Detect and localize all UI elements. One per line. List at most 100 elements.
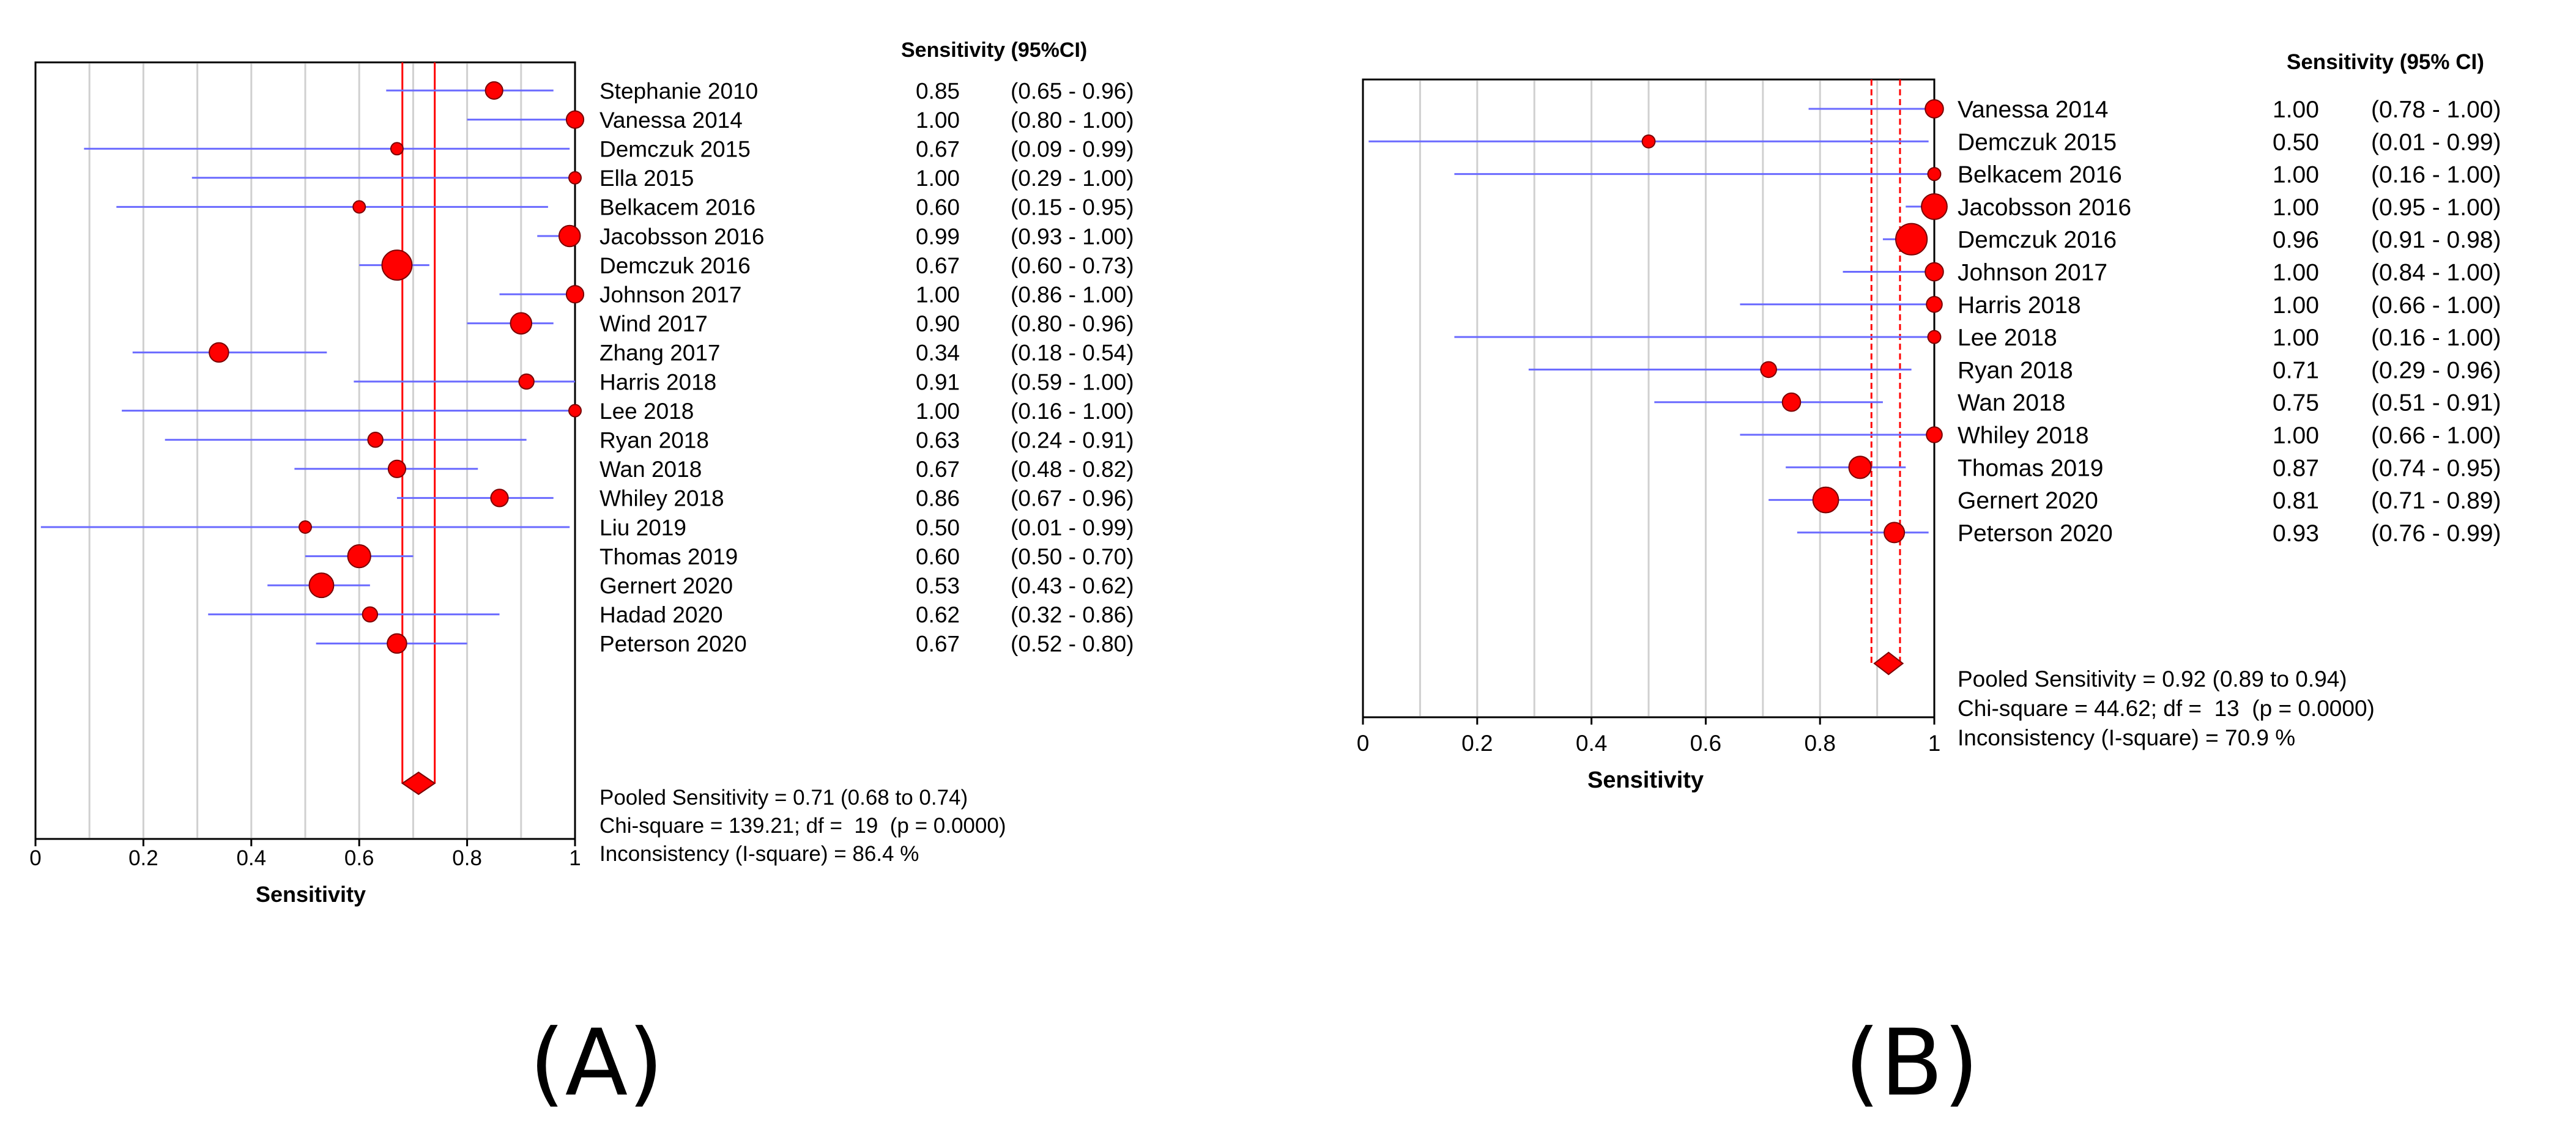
study-marker — [1884, 522, 1906, 544]
study-name: Jacobsson 2016 — [1958, 194, 2131, 221]
study-marker — [510, 312, 533, 335]
study-marker — [558, 224, 581, 248]
x-tick-label: 0.8 — [452, 846, 482, 870]
study-ci: (0.48 - 0.82) — [1011, 457, 1134, 482]
x-tick-label: 0.8 — [1804, 731, 1835, 756]
study-marker — [1921, 193, 1948, 220]
x-tick-label: 0.2 — [128, 846, 158, 870]
study-ci: (0.01 - 0.99) — [2371, 129, 2501, 155]
x-tick-label: 1 — [1928, 731, 1941, 756]
study-ci: (0.59 - 1.00) — [1011, 369, 1134, 394]
study-estimate: 0.67 — [916, 632, 960, 657]
study-ci: (0.18 - 0.54) — [1011, 341, 1134, 366]
study-name: Demczuk 2016 — [599, 253, 751, 278]
study-name: Demczuk 2015 — [599, 137, 751, 162]
column-header: Sensitivity (95%CI) — [901, 39, 1087, 62]
study-ci: (0.74 - 0.95) — [2371, 455, 2501, 481]
study-marker — [352, 200, 366, 214]
summary-line: Pooled Sensitivity = 0.92 (0.89 to 0.94) — [1958, 667, 2347, 692]
study-estimate: 0.93 — [2273, 520, 2319, 547]
study-ci: (0.51 - 0.91) — [2371, 390, 2501, 416]
study-marker — [308, 572, 335, 599]
study-marker — [518, 373, 535, 390]
study-estimate: 0.50 — [2273, 129, 2319, 155]
study-marker — [1760, 361, 1777, 378]
study-ci: (0.65 - 0.96) — [1011, 78, 1134, 103]
study-ci: (0.95 - 1.00) — [2371, 194, 2501, 221]
study-marker — [565, 110, 585, 129]
x-tick-label: 0.4 — [236, 846, 266, 870]
study-name: Vanessa 2014 — [1958, 97, 2108, 123]
study-marker — [484, 81, 503, 100]
study-estimate: 1.00 — [2273, 325, 2319, 351]
study-estimate: 0.85 — [916, 78, 960, 103]
study-ci: (0.80 - 0.96) — [1011, 311, 1134, 336]
study-ci: (0.16 - 1.00) — [1011, 399, 1134, 424]
summary-line: Pooled Sensitivity = 0.71 (0.68 to 0.74) — [599, 786, 968, 810]
x-axis-label: Sensitivity — [1587, 767, 1704, 793]
study-ci: (0.16 - 1.00) — [2371, 325, 2501, 351]
study-estimate: 0.75 — [2273, 390, 2319, 416]
study-ci: (0.76 - 0.99) — [2371, 520, 2501, 547]
summary-line: Chi-square = 139.21; df = 19 (p = 0.0000… — [599, 814, 1006, 838]
x-tick-label: 0.2 — [1461, 731, 1493, 756]
study-ci: (0.84 - 1.00) — [2371, 260, 2501, 286]
study-estimate: 0.71 — [2273, 357, 2319, 383]
study-name: Harris 2018 — [599, 369, 716, 394]
study-ci: (0.91 - 0.98) — [2371, 227, 2501, 253]
study-name: Lee 2018 — [599, 399, 694, 424]
summary-line: Inconsistency (I-square) = 86.4 % — [599, 842, 919, 866]
study-marker — [1641, 134, 1656, 149]
study-marker — [381, 249, 413, 281]
study-marker — [1927, 167, 1942, 182]
study-name: Ryan 2018 — [1958, 357, 2073, 383]
summary-line: Inconsistency (I-square) = 70.9 % — [1958, 725, 2295, 750]
study-marker — [568, 404, 582, 418]
study-estimate: 0.60 — [916, 544, 960, 569]
study-estimate: 1.00 — [2273, 194, 2319, 221]
study-marker — [1848, 456, 1872, 479]
study-name: Ryan 2018 — [599, 428, 709, 453]
study-marker — [1925, 99, 1944, 119]
study-estimate: 1.00 — [2273, 162, 2319, 188]
study-marker — [565, 285, 585, 304]
study-estimate: 0.34 — [916, 341, 960, 366]
study-ci: (0.01 - 0.99) — [1011, 515, 1134, 540]
study-marker — [347, 544, 371, 569]
study-estimate: 0.63 — [916, 428, 960, 453]
study-name: Belkacem 2016 — [599, 195, 755, 220]
study-ci: (0.60 - 0.73) — [1011, 253, 1134, 278]
study-ci: (0.09 - 0.99) — [1011, 137, 1134, 162]
study-estimate: 1.00 — [2273, 292, 2319, 319]
study-estimate: 0.67 — [916, 137, 960, 162]
study-name: Wind 2017 — [599, 311, 708, 336]
study-estimate: 0.86 — [916, 486, 960, 511]
study-ci: (0.71 - 0.89) — [2371, 488, 2501, 514]
x-tick-label: 0.4 — [1576, 731, 1607, 756]
study-ci: (0.66 - 1.00) — [2371, 292, 2501, 319]
study-marker — [490, 489, 509, 508]
study-estimate: 0.81 — [2273, 488, 2319, 514]
study-ci: (0.50 - 0.70) — [1011, 544, 1134, 569]
study-ci: (0.29 - 0.96) — [2371, 357, 2501, 383]
study-ci: (0.24 - 0.91) — [1011, 428, 1134, 453]
study-marker — [209, 342, 229, 363]
study-ci: (0.86 - 1.00) — [1011, 282, 1134, 308]
study-ci: (0.66 - 1.00) — [2371, 423, 2501, 449]
summary-line: Chi-square = 44.62; df = 13 (p = 0.0000) — [1958, 696, 2375, 721]
study-estimate: 0.53 — [916, 574, 960, 599]
study-marker — [1926, 426, 1943, 443]
pooled-diamond — [401, 771, 436, 796]
study-name: Stephanie 2010 — [599, 78, 758, 103]
study-ci: (0.16 - 1.00) — [2371, 162, 2501, 188]
study-name: Peterson 2020 — [1958, 520, 2113, 547]
study-name: Peterson 2020 — [599, 632, 747, 657]
study-estimate: 1.00 — [2273, 97, 2319, 123]
study-name: Thomas 2019 — [599, 544, 738, 569]
study-name: Vanessa 2014 — [599, 108, 743, 133]
study-marker — [1781, 392, 1802, 412]
study-name: Gernert 2020 — [599, 574, 733, 599]
study-name: Johnson 2017 — [599, 282, 741, 308]
study-estimate: 0.90 — [916, 311, 960, 336]
